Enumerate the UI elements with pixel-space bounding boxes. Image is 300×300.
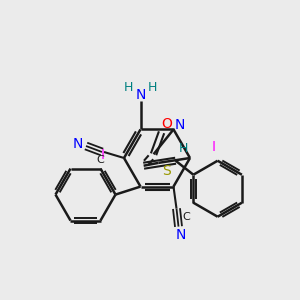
Text: C: C: [96, 155, 104, 165]
Text: N: N: [174, 118, 185, 132]
Text: H: H: [148, 81, 157, 94]
Text: S: S: [162, 164, 171, 178]
Text: N: N: [73, 137, 83, 151]
Text: N: N: [175, 228, 186, 242]
Text: C: C: [183, 212, 190, 222]
Text: N: N: [135, 88, 146, 102]
Text: H: H: [179, 142, 188, 155]
Text: I: I: [212, 140, 216, 154]
Text: I: I: [100, 148, 104, 162]
Text: O: O: [161, 117, 172, 131]
Text: H: H: [124, 81, 133, 94]
